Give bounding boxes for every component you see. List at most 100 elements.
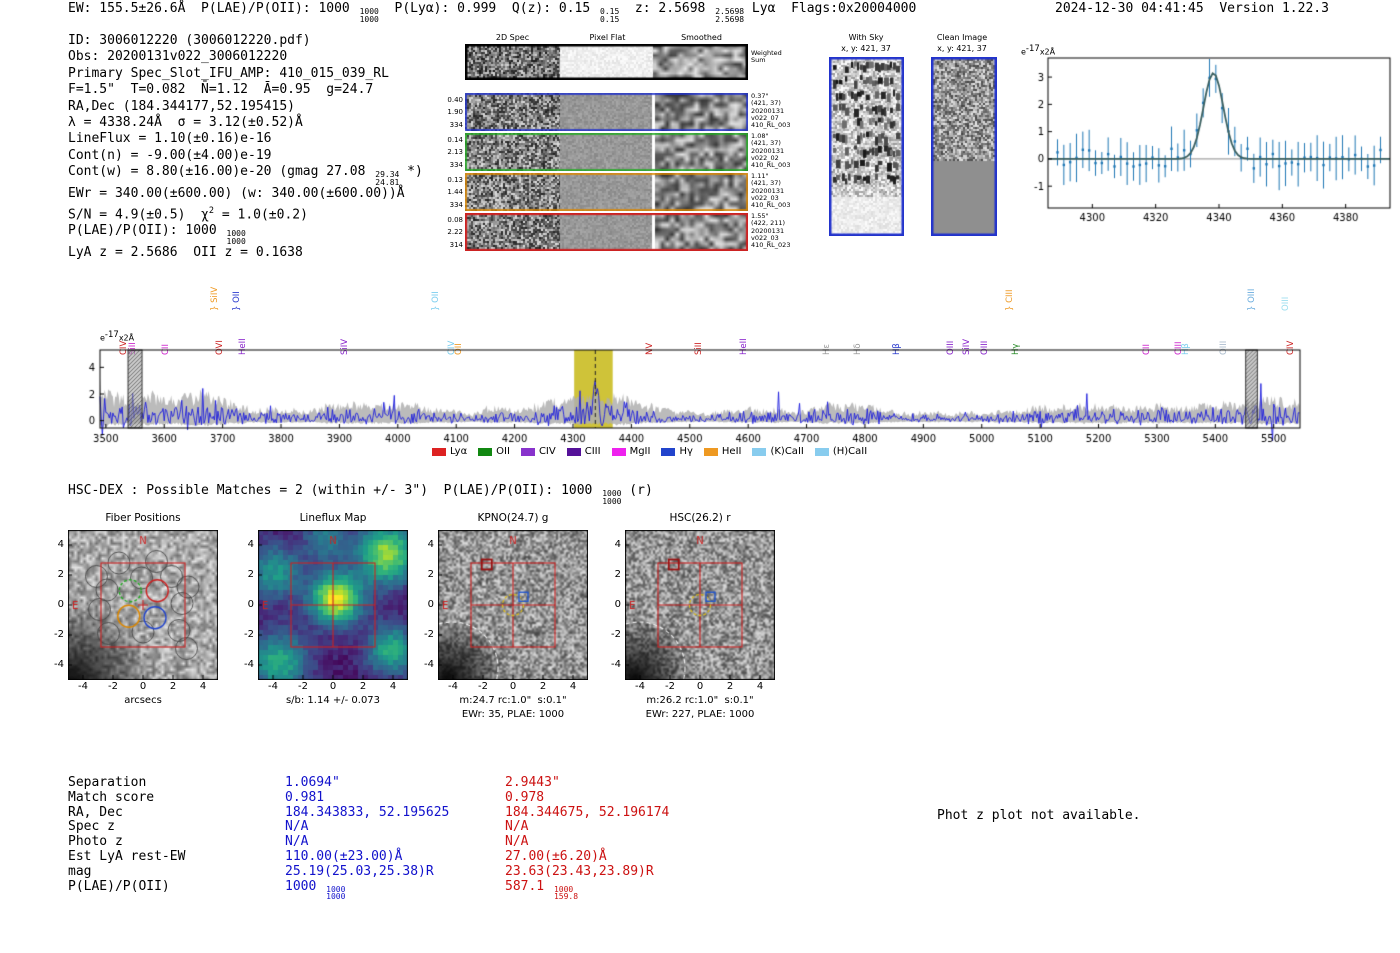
match-table-cell: Photo z — [68, 834, 123, 850]
legend-swatch — [752, 447, 767, 456]
cutout-y-tick-label: -2 — [54, 629, 64, 640]
cutout-y-tick-label: 0 — [57, 599, 64, 610]
hsc-r-caption: m:26.2 rc:1.0" s:0.1" — [646, 695, 754, 706]
legend-item: CIII — [566, 446, 601, 457]
info-line-obs: Obs: 20200131v022_3006012220 — [68, 49, 288, 65]
cutout-x-tick-label: 4 — [199, 681, 207, 692]
clean-image-title: Clean Image — [936, 33, 988, 42]
cutout-x-tick-label: 0 — [329, 681, 337, 692]
match-table-cell: Est LyA rest-EW — [68, 849, 186, 864]
match-table-cell: N/A — [285, 834, 309, 850]
lineflux-map-canvas — [258, 530, 408, 680]
spec2d-row-canvas — [465, 173, 748, 211]
match-table-cell: 184.343833, 52.195625 — [285, 804, 450, 820]
spec2d-row-annotation: 1.11" (421, 37) 20200131 v022_03 410_RL_003 — [751, 172, 791, 210]
legend-swatch — [661, 447, 676, 456]
photz-note: Phot z plot not available. — [937, 808, 1141, 823]
summary-header: EW: 155.5±26.6Å P(LAE)/P(OII): 1000 1000… — [68, 1, 917, 24]
col-title-2dspec: 2D Spec — [495, 33, 530, 42]
legend-swatch — [611, 447, 626, 456]
cutout-y-tick-label: -4 — [244, 659, 254, 670]
cutout-x-tick-label: 2 — [726, 681, 734, 692]
cutout-x-tick-label: -2 — [298, 681, 308, 692]
legend-label: OII — [496, 446, 510, 457]
spec2d-row-canvas — [465, 213, 748, 251]
catalog-match-summary: HSC-DEX : Possible Matches = 2 (within +… — [68, 483, 653, 506]
cutout-x-tick-label: 2 — [169, 681, 177, 692]
fiber-positions-canvas — [68, 530, 218, 680]
cutout-y-tick-label: -4 — [611, 659, 621, 670]
info-line-ewr: EWr = 340.00(±600.00) (w: 340.00(±600.00… — [68, 186, 405, 202]
emission-line-label: OIII — [1281, 296, 1292, 311]
emission-line-label: } OII — [231, 291, 242, 311]
lineflux-map-caption: s/b: 1.14 +/- 0.073 — [285, 695, 381, 706]
legend-label: HeII — [721, 446, 742, 457]
cutout-y-tick-label: 2 — [427, 569, 434, 580]
hsc-r-caption2: EWr: 227, PLAE: 1000 — [645, 709, 755, 720]
legend-item: HeII — [703, 446, 742, 457]
match-table-cell: 25.19(25.03,25.38)R — [285, 863, 434, 879]
cutout-x-tick-label: -4 — [268, 681, 278, 692]
cutout-y-tick-label: 0 — [247, 599, 254, 610]
match-table-cell: 1.0694" — [285, 775, 340, 790]
match-table-cell: 0.978 — [505, 789, 545, 805]
match-table-cell: 184.344675, 52.196174 — [505, 804, 670, 820]
cutout-x-tick-label: 0 — [696, 681, 704, 692]
legend-item: OII — [478, 446, 510, 457]
legend-item: (K)CaII — [752, 446, 804, 457]
match-table-cell: mag — [68, 863, 92, 879]
cutout-y-tick-label: 4 — [614, 539, 621, 550]
legend-swatch — [703, 447, 718, 456]
match-table-cell: RA, Dec — [68, 804, 123, 820]
match-table-cell: N/A — [285, 819, 309, 835]
cutout-y-tick-label: 0 — [614, 599, 621, 610]
info-line-seeing: F=1.5" T=0.082 N̄=1.12 Ā=0.95 g=24.7 — [68, 82, 374, 98]
spec2d-row-annotation: 1.55" (422, 211) 20200131 v022_03 410_RL_023 — [751, 212, 791, 250]
emission-line-label: } OIII — [1247, 288, 1258, 311]
cutout-x-tick-label: 0 — [509, 681, 517, 692]
main-spectrum-canvas — [58, 338, 1342, 462]
info-line-id: ID: 3006012220 (3006012220.pdf) — [68, 33, 311, 48]
info-line-plae: P(LAE)/P(OII): 1000 1000 1000 — [68, 223, 246, 246]
weighted-sum-label-line2: Sum — [751, 56, 766, 65]
info-line-lambda: λ = 4338.24Å σ = 3.12(±0.52)Å — [68, 115, 303, 131]
spec2d-row-left-labels: 0.40 1.90 334 — [447, 96, 463, 129]
cutout-y-tick-label: -2 — [424, 629, 434, 640]
info-line-radec: RA,Dec (184.344177,52.195415) — [68, 98, 295, 114]
weighted-sum-strip-canvas — [465, 44, 748, 80]
cutout-x-tick-label: 2 — [359, 681, 367, 692]
cutout-x-tick-label: 4 — [569, 681, 577, 692]
legend-swatch — [432, 447, 446, 456]
match-table-cell: N/A — [505, 819, 529, 835]
cutout-x-tick-label: -4 — [635, 681, 645, 692]
cutout-y-tick-label: 0 — [427, 599, 434, 610]
kpno-g-caption: m:24.7 rc:1.0" s:0.1" — [459, 695, 567, 706]
clean-image-subtitle: x, y: 421, 37 — [937, 44, 987, 53]
cutout-y-tick-label: 4 — [57, 539, 64, 550]
legend-item: CIV — [520, 446, 556, 457]
info-line-contw: Cont(w) = 8.80(±16.00)e-20 (gmag 27.08 2… — [68, 164, 423, 187]
match-table-cell: 23.63(23.43,23.89)R — [505, 863, 654, 879]
cutout-y-tick-label: -2 — [244, 629, 254, 640]
detection-info-block: ID: 3006012220 (3006012220.pdf) Obs: 202… — [68, 33, 423, 262]
legend-swatch — [478, 447, 493, 456]
legend-swatch — [566, 447, 581, 456]
spec2d-row-canvas — [465, 93, 748, 131]
col-title-smoothed: Smoothed — [681, 33, 722, 42]
kpno-g-caption2: EWr: 35, PLAE: 1000 — [461, 709, 565, 720]
match-table-cell: 2.9443" — [505, 775, 560, 790]
kpno-g-canvas — [438, 530, 588, 680]
zoom-spectrum-canvas — [1018, 50, 1398, 230]
cutout-x-tick-label: -2 — [478, 681, 488, 692]
cutout-y-tick-label: -4 — [54, 659, 64, 670]
spec2d-row-left-labels: 0.14 2.13 334 — [447, 136, 463, 169]
hsc-r-canvas — [625, 530, 775, 680]
match-table-cell: 0.981 — [285, 789, 325, 805]
legend-label: Lyα — [450, 446, 468, 457]
fiber-positions-title: Fiber Positions — [105, 512, 181, 524]
cutout-x-tick-label: -2 — [108, 681, 118, 692]
cutout-x-tick-label: 4 — [389, 681, 397, 692]
legend-label: MgII — [629, 446, 651, 457]
match-table-cell: 27.00(±6.20)Å — [505, 849, 607, 864]
cutout-x-tick-label: 2 — [539, 681, 547, 692]
